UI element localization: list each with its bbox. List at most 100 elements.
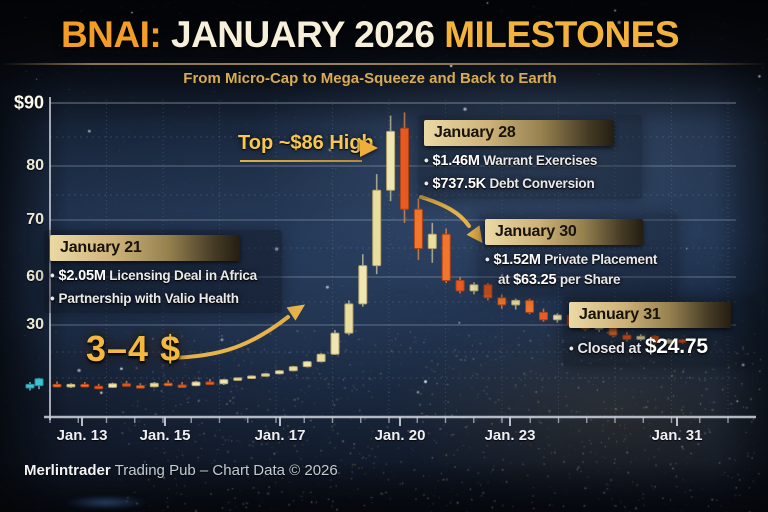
callout-jan30: January 30 • $1.52M Private Placement at … [479, 214, 677, 295]
candle [177, 384, 187, 388]
callout-jan21: January 21 • $2.05M Licensing Deal in Afr… [44, 230, 282, 313]
jan30-price: $63.25 [513, 272, 557, 288]
title-divider [0, 63, 768, 65]
bullet-icon: • [50, 268, 55, 283]
x-axis-tick-label: Jan. 31 [651, 427, 703, 444]
candle [233, 377, 243, 381]
candle [288, 366, 298, 372]
jan31-prefix: Closed at [577, 341, 645, 357]
decline-arrowhead-icon [466, 225, 483, 243]
jan28-amount2: $737.5K [432, 176, 487, 192]
y-axis-tick-label: 70 [26, 211, 44, 228]
footer-brand: Merlintrader [24, 462, 111, 479]
jan21-text1: Licensing Deal in Africa [105, 268, 257, 283]
bullet-icon: • [485, 252, 490, 267]
callout-jan30-line1: • $1.52M Private Placement [485, 252, 671, 268]
jan21-amount: $2.05M [58, 268, 106, 284]
jan21-text2: Partnership with Valio Health [58, 291, 239, 306]
candle [427, 233, 437, 249]
callout-jan21-line1: • $2.05M Licensing Deal in Africa [50, 268, 276, 284]
jan30-amount: $1.52M [493, 252, 541, 268]
candle [80, 383, 90, 388]
y-axis-tick-label: 80 [26, 157, 44, 174]
candle [34, 378, 44, 387]
candle [52, 383, 62, 388]
corner-glow-decoration [64, 496, 148, 509]
callout-jan30-date: January 30 [485, 219, 643, 245]
candle [163, 382, 173, 387]
jan28-amount1: $1.46M [432, 153, 480, 169]
start-price-label: 3–4 $ [86, 328, 182, 369]
candle [622, 334, 632, 340]
candle [552, 314, 562, 321]
x-axis-tick-label: Jan. 13 [56, 427, 108, 444]
candle [358, 265, 368, 305]
candle [94, 385, 104, 390]
candle [302, 361, 312, 368]
candle [455, 279, 465, 292]
bullet-icon: • [424, 176, 429, 191]
jan28-text2: Debt Conversion [485, 176, 595, 191]
title-ticker: BNAI: [60, 14, 162, 55]
candle [274, 370, 284, 375]
candle [344, 303, 354, 334]
jan31-close-price: $24.75 [644, 335, 708, 358]
surge-arrowhead-icon [286, 304, 306, 321]
callout-jan28-date: January 28 [424, 120, 614, 146]
callout-jan28: January 28 • $1.46M Warrant Exercises • $7… [418, 115, 642, 199]
title-middle: JANUARY 2026 [161, 14, 445, 55]
candle [400, 127, 409, 210]
candle [678, 339, 687, 343]
candle [497, 297, 507, 306]
y-axis-tick-label: 60 [26, 268, 44, 285]
candle [66, 383, 76, 388]
candle [261, 373, 270, 377]
candle [149, 382, 159, 388]
bullet-icon: • [50, 291, 55, 306]
y-axis-tick-label: 30 [26, 316, 44, 333]
footer-credit: Merlintrader Trading Pub – Chart Data © … [24, 462, 338, 479]
candle [330, 332, 340, 355]
candle [316, 353, 326, 363]
candle [191, 381, 201, 387]
bullet-icon: • [569, 341, 574, 356]
candle [372, 189, 382, 267]
callout-jan28-line1: • $1.46M Warrant Exercises [424, 153, 636, 169]
peak-price-label: Top ~$86 High [238, 132, 374, 154]
footer-text: Trading Pub – Chart Data © 2026 [110, 462, 338, 479]
callout-jan21-date: January 21 [50, 235, 240, 261]
peak-label-underline [240, 160, 362, 162]
candle [108, 383, 118, 388]
candle [664, 339, 674, 344]
candle [441, 233, 451, 281]
candle [525, 299, 535, 313]
x-axis-tick-label: Jan. 15 [139, 427, 191, 444]
callout-jan30-line2: at $63.25 per Share [498, 272, 671, 288]
candle [483, 284, 493, 299]
candle [135, 385, 145, 389]
callout-jan28-line2: • $737.5K Debt Conversion [424, 176, 636, 192]
candle [219, 379, 229, 385]
candle [539, 311, 548, 321]
candle [469, 284, 479, 292]
x-axis-tick-label: Jan. 23 [484, 427, 536, 444]
jan30-text1: Private Placement [540, 252, 658, 267]
callout-jan31: January 31 • Closed at $24.75 [563, 297, 757, 366]
candle [247, 375, 257, 380]
callout-jan31-date: January 31 [569, 302, 731, 328]
candle [205, 381, 215, 385]
page-title: BNAI: JANUARY 2026 MILESTONES [0, 14, 740, 56]
candles [25, 112, 687, 391]
callout-jan31-line: • Closed at $24.75 [569, 335, 751, 359]
jan28-text1: Warrant Exercises [479, 153, 598, 168]
x-axis-tick-label: Jan. 20 [374, 427, 426, 444]
candle [650, 335, 660, 344]
x-axis-tick-label: Jan. 17 [254, 427, 306, 444]
chart-subtitle: From Micro-Cap to Mega-Squeeze and Back … [183, 70, 557, 87]
candle [511, 299, 521, 306]
jan30-suffix: per Share [556, 272, 621, 287]
axes [44, 97, 756, 426]
annotation-arrows [166, 195, 483, 360]
candle [386, 130, 396, 191]
